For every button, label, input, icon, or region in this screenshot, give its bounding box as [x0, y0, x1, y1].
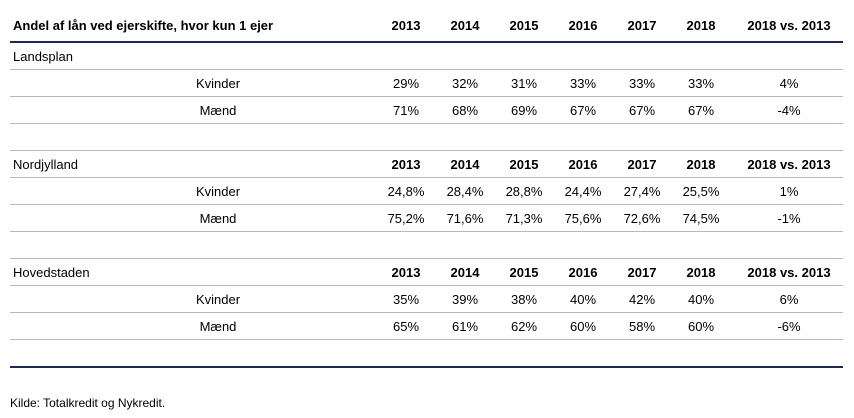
table-cell: 29%	[392, 75, 420, 91]
table-cell: 40%	[687, 291, 715, 307]
spacer-row	[10, 232, 843, 259]
table-row: Mænd 71% 68% 69% 67% 67% 67% -4%	[10, 97, 843, 124]
column-header: 2018	[686, 156, 716, 172]
table-cell: 60%	[687, 318, 715, 334]
table-cell: 27,4%	[623, 183, 661, 199]
table-row: Mænd 65% 61% 62% 60% 58% 60% -6%	[10, 313, 843, 340]
table-row: Kvinder 35% 39% 38% 40% 42% 40% 6%	[10, 286, 843, 313]
table-cell: 61%	[451, 318, 479, 334]
column-header: 2013	[391, 18, 421, 33]
table-cell: 24,8%	[387, 183, 425, 199]
section-header-row: Nordjylland 2013 2014 2015 2016 2017 201…	[10, 151, 843, 178]
region-label: Nordjylland	[13, 156, 79, 172]
column-header: 2016	[568, 156, 598, 172]
column-header: 2014	[450, 18, 480, 33]
table-row: Mænd 75,2% 71,6% 71,3% 75,6% 72,6% 74,5%…	[10, 205, 843, 232]
table-cell: 71,6%	[446, 210, 484, 226]
section-header-row: Landsplan	[10, 43, 843, 70]
column-header: 2018	[686, 264, 716, 280]
table-cell: 33%	[628, 75, 656, 91]
table-cell: 6%	[779, 291, 799, 307]
table-cell: 71%	[392, 102, 420, 118]
table-row: Kvinder 29% 32% 31% 33% 33% 33% 4%	[10, 70, 843, 97]
table-cell: 75,2%	[387, 210, 425, 226]
table-header-row: Andel af lån ved ejerskifte, hvor kun 1 …	[10, 10, 843, 43]
table-cell: 33%	[569, 75, 597, 91]
section-header-row: Hovedstaden 2013 2014 2015 2016 2017 201…	[10, 259, 843, 286]
column-header: 2017	[627, 264, 657, 280]
table-cell: 1%	[779, 183, 799, 199]
region-label: Hovedstaden	[13, 264, 90, 280]
row-label: Mænd	[199, 102, 237, 118]
table-cell: 72,6%	[623, 210, 661, 226]
table-cell: 33%	[687, 75, 715, 91]
table-cell: 62%	[510, 318, 538, 334]
source-note: Kilde: Totalkredit og Nykredit.	[10, 396, 166, 410]
table-cell: 74,5%	[682, 210, 720, 226]
row-label: Kvinder	[195, 183, 241, 199]
table-cell: 28,8%	[505, 183, 543, 199]
table-cell: 32%	[451, 75, 479, 91]
table-cell: -4%	[777, 102, 801, 118]
table-cell: 67%	[569, 102, 597, 118]
column-header: 2015	[509, 18, 539, 33]
column-header: 2018	[686, 18, 716, 33]
column-header: 2018 vs. 2013	[747, 18, 831, 33]
column-header: 2015	[509, 264, 539, 280]
column-header: 2014	[450, 264, 480, 280]
spacer-row	[10, 340, 843, 368]
table-cell: 67%	[628, 102, 656, 118]
table-cell: -6%	[777, 318, 801, 334]
column-header: 2016	[568, 264, 598, 280]
table-cell: 35%	[392, 291, 420, 307]
table-cell: 31%	[510, 75, 538, 91]
table-cell: 42%	[628, 291, 656, 307]
table-cell: 60%	[569, 318, 597, 334]
column-header: 2015	[509, 156, 539, 172]
table-cell: 25,5%	[682, 183, 720, 199]
column-header: 2014	[450, 156, 480, 172]
table-cell: 58%	[628, 318, 656, 334]
table-cell: 67%	[687, 102, 715, 118]
row-label: Kvinder	[195, 75, 241, 91]
spacer-row	[10, 124, 843, 151]
table-cell: 69%	[510, 102, 538, 118]
row-label: Kvinder	[195, 291, 241, 307]
column-header: 2017	[627, 18, 657, 33]
table-cell: 40%	[569, 291, 597, 307]
column-header: 2017	[627, 156, 657, 172]
table-cell: 68%	[451, 102, 479, 118]
table-cell: 71,3%	[505, 210, 543, 226]
table-cell: 75,6%	[564, 210, 602, 226]
column-header: 2013	[391, 264, 421, 280]
table-cell: 28,4%	[446, 183, 484, 199]
table-cell: 65%	[392, 318, 420, 334]
table-cell: 4%	[779, 75, 799, 91]
table-title: Andel af lån ved ejerskifte, hvor kun 1 …	[13, 18, 274, 33]
table-row: Kvinder 24,8% 28,4% 28,8% 24,4% 27,4% 25…	[10, 178, 843, 205]
row-label: Mænd	[199, 318, 237, 334]
data-table: Andel af lån ved ejerskifte, hvor kun 1 …	[10, 10, 843, 368]
table-cell: 39%	[451, 291, 479, 307]
table-cell: -1%	[777, 210, 801, 226]
column-header: 2016	[568, 18, 598, 33]
column-header: 2013	[391, 156, 421, 172]
row-label: Mænd	[199, 210, 237, 226]
table-cell: 38%	[510, 291, 538, 307]
region-label: Landsplan	[13, 48, 73, 64]
column-header: 2018 vs. 2013	[747, 264, 831, 280]
column-header: 2018 vs. 2013	[747, 156, 831, 172]
table-cell: 24,4%	[564, 183, 602, 199]
